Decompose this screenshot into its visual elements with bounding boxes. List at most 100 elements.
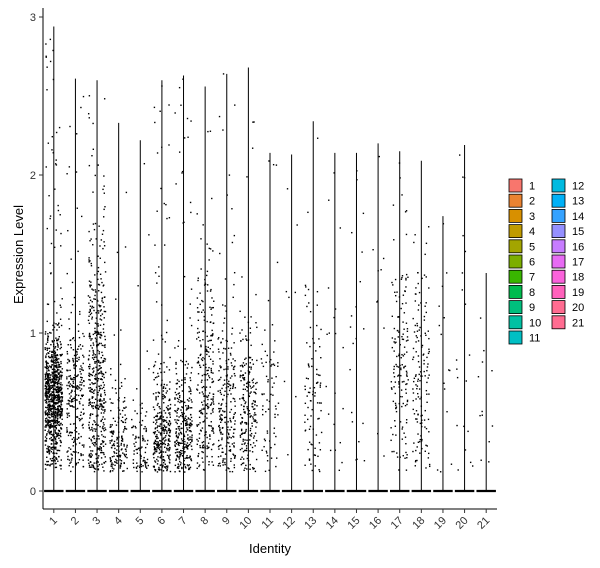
point-8 [196, 297, 199, 299]
point-7 [186, 367, 189, 369]
point-17 [407, 339, 409, 341]
point-7 [174, 347, 176, 349]
point-17 [405, 279, 407, 281]
point-3 [99, 318, 101, 320]
point-6 [156, 426, 158, 429]
point-2 [83, 385, 85, 387]
point-11 [273, 351, 275, 353]
point-2 [73, 451, 76, 453]
point-13 [304, 284, 307, 287]
point-8 [207, 340, 209, 342]
point-13 [316, 290, 319, 293]
point-5 [131, 426, 134, 429]
point-8 [202, 224, 204, 226]
point-10 [252, 408, 255, 410]
point-3 [92, 390, 95, 392]
point-1 [58, 388, 60, 390]
point-8 [212, 351, 214, 353]
point-2 [82, 354, 84, 357]
point-9 [220, 421, 222, 423]
point-20 [464, 303, 467, 305]
point-2 [66, 412, 68, 415]
point-11 [265, 450, 268, 452]
point-9 [226, 374, 229, 376]
point-6 [168, 432, 171, 434]
point-1 [49, 350, 51, 353]
point-2 [78, 345, 80, 348]
point-1 [48, 391, 51, 393]
point-3 [100, 403, 103, 406]
point-8 [196, 443, 198, 446]
point-8 [211, 314, 213, 316]
point-9 [232, 296, 234, 299]
point-9 [220, 404, 222, 406]
point-2 [68, 447, 70, 449]
point-10 [252, 468, 254, 470]
point-6 [160, 384, 163, 387]
point-8 [199, 292, 201, 294]
point-20 [455, 359, 458, 361]
point-7 [183, 401, 186, 404]
point-6 [162, 459, 164, 461]
point-18 [418, 388, 421, 390]
point-3 [101, 297, 104, 299]
point-13 [319, 382, 322, 384]
point-1 [56, 364, 58, 366]
x-tick-label: 12 [281, 515, 298, 532]
point-7 [174, 445, 177, 448]
point-2 [70, 405, 72, 407]
point-4 [111, 462, 113, 464]
point-10 [243, 364, 246, 367]
point-6 [156, 437, 158, 440]
point-8 [207, 351, 210, 353]
point-3 [102, 416, 104, 418]
point-10 [249, 416, 251, 418]
point-18 [421, 277, 423, 280]
point-8 [199, 366, 202, 369]
point-2 [79, 310, 81, 313]
point-17 [401, 428, 403, 430]
point-7 [183, 459, 185, 462]
point-10 [241, 421, 243, 424]
point-7 [187, 457, 189, 459]
point-2 [75, 462, 78, 465]
point-13 [312, 428, 314, 430]
point-9 [224, 461, 226, 464]
point-4 [122, 401, 125, 403]
point-17 [403, 312, 406, 314]
point-1 [49, 376, 51, 378]
point-17 [406, 456, 408, 459]
point-1 [54, 466, 57, 469]
point-18 [428, 374, 430, 376]
point-7 [183, 438, 185, 441]
point-6 [165, 406, 168, 409]
point-1 [61, 374, 63, 377]
point-18 [426, 401, 428, 404]
point-8 [207, 346, 209, 349]
point-6 [159, 442, 162, 445]
point-11 [262, 365, 265, 368]
point-11 [268, 160, 270, 162]
point-8 [213, 300, 215, 302]
point-3 [102, 452, 105, 454]
point-7 [190, 372, 192, 374]
point-1 [55, 436, 58, 438]
point-1 [60, 375, 63, 378]
point-7 [183, 448, 185, 451]
point-8 [202, 421, 204, 423]
point-18 [427, 226, 430, 228]
point-8 [210, 403, 212, 406]
point-10 [249, 429, 252, 432]
point-8 [197, 277, 200, 279]
point-1 [52, 329, 54, 331]
point-10 [247, 454, 249, 456]
point-2 [82, 423, 84, 426]
point-1 [47, 450, 50, 452]
point-1 [58, 411, 60, 413]
point-9 [227, 393, 229, 396]
point-2 [69, 400, 71, 402]
point-2 [82, 427, 84, 429]
point-1 [50, 387, 53, 389]
point-3 [93, 470, 96, 473]
